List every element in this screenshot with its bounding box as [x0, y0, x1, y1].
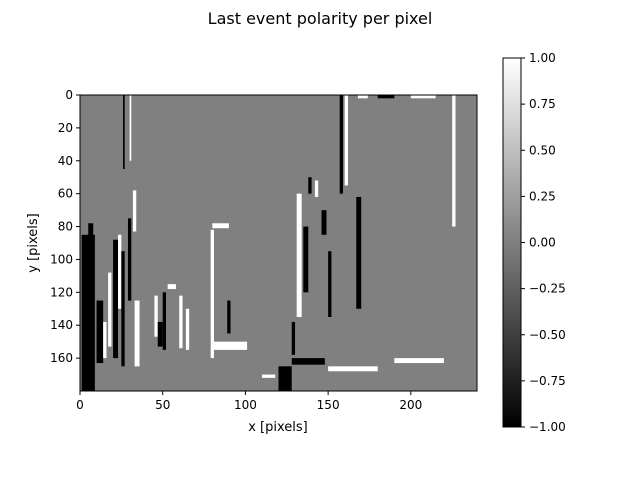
heatmap-pixel-block-26	[308, 177, 312, 194]
heatmap-pixel-block-8	[123, 95, 125, 169]
heatmap-pixel-block-21	[213, 341, 248, 350]
axes-frame	[79, 94, 478, 392]
heatmap-background	[80, 95, 477, 391]
heatmap-pixel-block-41	[394, 358, 444, 364]
heatmap-pixel-block-29	[328, 251, 332, 317]
heatmap-pixel-block-39	[291, 358, 325, 365]
heatmap-pixel-block-2	[96, 300, 104, 364]
colorbar-ticks: 1.00 0.75 0.50 0.25 0.00 −0.25 −0.50 −0.75 −1.00	[521, 51, 566, 434]
x-tick-label-0: 0	[76, 398, 84, 412]
colorbar-gradient	[502, 57, 522, 428]
heatmap-pixel-block-35	[410, 95, 436, 99]
heatmap-pixel-block-15	[162, 292, 167, 350]
heatmap-pixel-block-31	[344, 95, 348, 186]
heatmap-pixel-block-34	[377, 95, 395, 99]
colorbar-tick-label-0: 1.00	[529, 51, 556, 65]
heatmap-pixel-block-27	[314, 180, 319, 197]
y-tick-label-0: 0	[65, 88, 73, 102]
y-tick-label-5: 100	[50, 252, 73, 266]
x-tick-label-3: 150	[317, 398, 340, 412]
heatmap-pixel-block-32	[356, 196, 362, 309]
x-tick-label-1: 50	[155, 398, 170, 412]
chart-title: Last event polarity per pixel	[208, 9, 433, 28]
heatmap-pixel-block-1	[88, 223, 94, 243]
colorbar-tick-label-5: −0.25	[529, 282, 566, 296]
x-tick-label-4: 200	[399, 398, 422, 412]
heatmap-pixel-block-40	[328, 366, 378, 372]
heatmap-pixel-block-17	[179, 295, 183, 349]
colorbar-tick-label-7: −0.75	[529, 374, 566, 388]
heatmap-pixel-block-5	[113, 239, 119, 359]
y-tick-label-2: 40	[58, 154, 73, 168]
heatmap-pixel-block-11	[132, 190, 137, 232]
heatmap-pixel-block-13	[154, 295, 158, 337]
y-tick-label-6: 120	[50, 285, 73, 299]
x-axis: 0 50 100 150 200	[76, 391, 422, 412]
y-tick-label-4: 80	[58, 220, 73, 234]
x-tick-label-2: 100	[234, 398, 257, 412]
heatmap-pixel-block-3	[103, 321, 107, 359]
heatmap-pixel-block-10	[127, 218, 132, 301]
heatmap-pixel-block-14	[157, 321, 163, 347]
heatmap-pixel-block-7	[121, 251, 125, 367]
heatmap-pixels	[81, 95, 456, 391]
heatmap-pixel-block-0	[81, 234, 95, 391]
colorbar-tick-label-6: −0.50	[529, 328, 566, 342]
plot-area	[79, 94, 478, 392]
heatmap-pixel-block-28	[321, 210, 327, 235]
heatmap-pixel-block-36	[452, 95, 456, 227]
heatmap-pixel-block-23	[291, 321, 296, 355]
heatmap-pixel-block-9	[129, 95, 132, 161]
heatmap-pixel-block-38	[278, 366, 292, 391]
colorbar-tick-label-1: 0.75	[529, 97, 556, 111]
colorbar-tick-label-4: 0.00	[529, 236, 556, 250]
heatmap-pixel-block-4	[108, 272, 112, 347]
heatmap-pixel-block-12	[134, 300, 140, 367]
heatmap-pixel-block-20	[212, 223, 229, 229]
y-axis-label: y [pixels]	[26, 213, 41, 273]
heatmap-pixel-block-30	[339, 95, 344, 194]
y-axis: 0 20 40 60 80 100 120 140 160	[50, 88, 80, 365]
heatmap-pixel-block-22	[227, 300, 231, 334]
heatmap-pixel-block-37	[261, 374, 276, 378]
y-tick-label-8: 160	[50, 351, 73, 365]
colorbar-tick-label-8: −1.00	[529, 420, 566, 434]
heatmap-pixel-block-18	[185, 308, 190, 350]
y-tick-label-1: 20	[58, 121, 73, 135]
heatmap-pixel-block-19	[210, 229, 214, 359]
heatmap-pixel-block-33	[357, 95, 368, 99]
colorbar-tick-label-3: 0.25	[529, 189, 556, 203]
x-axis-label: x [pixels]	[248, 420, 308, 435]
heatmap-pixel-block-16	[167, 284, 176, 290]
heatmap-pixel-block-24	[296, 193, 302, 317]
heatmap-pixel-block-25	[303, 226, 309, 293]
heatmap-pixel-block-6	[118, 234, 122, 309]
y-tick-label-3: 60	[58, 187, 73, 201]
colorbar-tick-label-2: 0.50	[529, 143, 556, 157]
colorbar: 1.00 0.75 0.50 0.25 0.00 −0.25 −0.50 −0.75 −1.00	[502, 51, 566, 434]
y-tick-label-7: 140	[50, 318, 73, 332]
